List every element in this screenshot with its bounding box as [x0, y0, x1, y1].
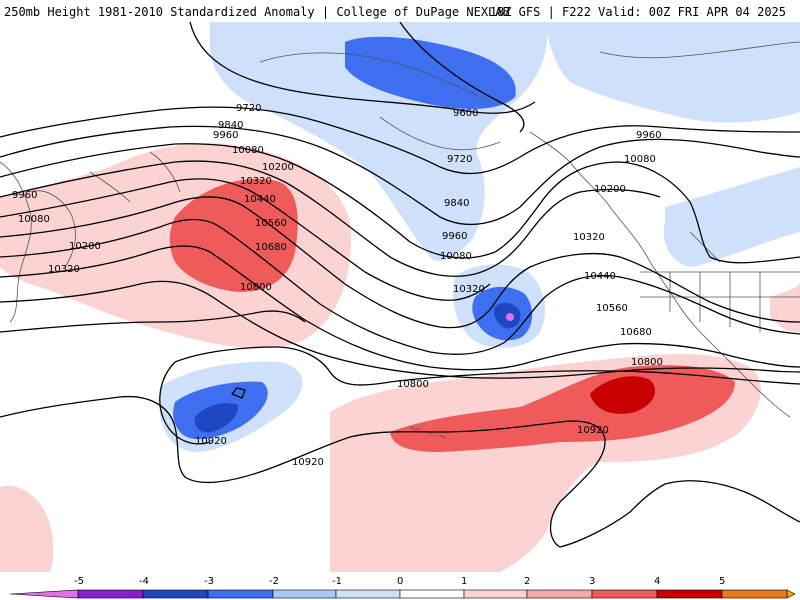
- contour-label: 10320: [48, 264, 80, 275]
- colorbar-label: -3: [204, 576, 214, 587]
- header: 250mb Height 1981-2010 Standardized Anom…: [0, 0, 800, 22]
- colorbar-label: -2: [269, 576, 279, 587]
- positive-anomaly-areas: [0, 143, 800, 572]
- contour-label: 10080: [440, 251, 472, 262]
- contour-labels: 9720 9840 9960 10080 10200 10320 10440 1…: [12, 103, 663, 468]
- colorbar-labels: -5 -4 -3 -2 -1 0 1 2 3 4 5: [74, 576, 725, 587]
- contour-label: 10200: [262, 162, 294, 173]
- contour-label: 10080: [18, 214, 50, 225]
- colorbar-label: 4: [654, 576, 660, 587]
- model-valid-time: 18Z GFS | F222 Valid: 00Z FRI APR 04 202…: [489, 5, 786, 19]
- contour-label: 10800: [397, 379, 429, 390]
- contour-label: 10200: [69, 241, 101, 252]
- contour-label: 10920: [292, 457, 324, 468]
- weather-map: 9720 9840 9960 10080 10200 10320 10440 1…: [0, 22, 800, 572]
- contour-label: 9960: [442, 231, 467, 242]
- contour-label: 10200: [594, 184, 626, 195]
- contour-label: 9720: [447, 154, 472, 165]
- colorbar-label: -4: [139, 576, 149, 587]
- anomaly-colorbar: -5 -4 -3 -2 -1 0 1 2 3 4 5: [9, 576, 796, 599]
- contour-label: 9960: [636, 130, 661, 141]
- colorbar-label: 0: [397, 576, 403, 587]
- contour-label: 10800: [240, 282, 272, 293]
- contour-label: 10080: [624, 154, 656, 165]
- contour-label: 9840: [444, 198, 469, 209]
- contour-label: 10440: [244, 194, 276, 205]
- colorbar-label: -5: [74, 576, 84, 587]
- contour-label: 10920: [577, 425, 609, 436]
- contour-label: 9960: [213, 130, 238, 141]
- colorbar-label: -1: [332, 576, 342, 587]
- contour-label: 9600: [453, 108, 478, 119]
- contour-label: 9960: [12, 190, 37, 201]
- contour-label: 10680: [620, 327, 652, 338]
- contour-label: 9840: [218, 120, 243, 131]
- contour-label: 10800: [631, 357, 663, 368]
- colorbar-swatches: [9, 589, 796, 599]
- colorbar-label: 3: [589, 576, 595, 587]
- contour-label: 10680: [255, 242, 287, 253]
- map-title: 250mb Height 1981-2010 Standardized Anom…: [4, 5, 510, 19]
- contour-label: 10320: [240, 176, 272, 187]
- colorbar-label: 5: [719, 576, 725, 587]
- height-contours: [0, 22, 800, 548]
- contour-label: 10560: [596, 303, 628, 314]
- contour-label: 10920: [195, 436, 227, 447]
- contour-label: 10320: [453, 284, 485, 295]
- colorbar-label: 2: [524, 576, 530, 587]
- contour-label: 10080: [232, 145, 264, 156]
- colorbar-label: 1: [461, 576, 467, 587]
- contour-label: 10320: [573, 232, 605, 243]
- contour-label: 9720: [236, 103, 261, 114]
- contour-label: 10560: [255, 218, 287, 229]
- contour-label: 10440: [584, 271, 616, 282]
